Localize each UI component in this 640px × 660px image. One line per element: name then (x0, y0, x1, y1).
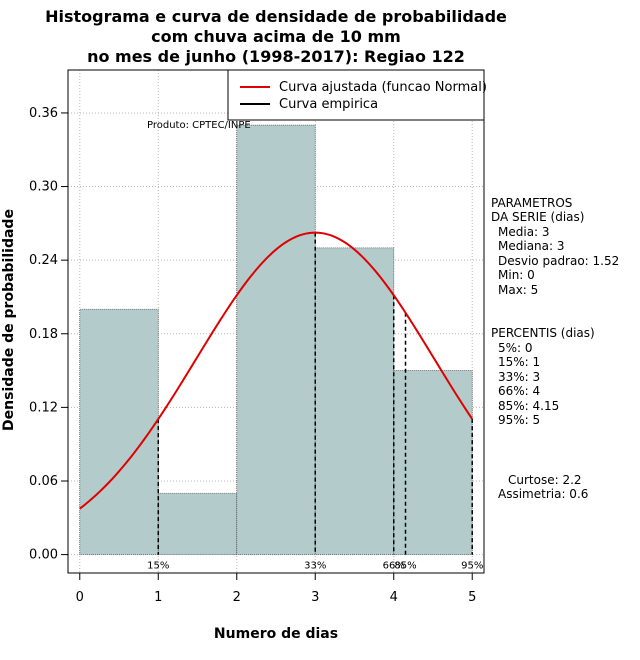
percentil-66: 66%: 4 (498, 384, 540, 398)
percentil-95: 95%: 5 (498, 413, 540, 427)
parametros-title-1: PARAMETROS (491, 196, 572, 210)
legend: Curva ajustada (funcao Normal) Curva emp… (227, 69, 487, 121)
x-tick-label-5: 5 (468, 590, 476, 605)
param-media: Media: 3 (498, 225, 550, 239)
parametros-title-2: DA SERIE (dias) (491, 210, 584, 224)
percentil-85: 85%: 4.15 (498, 399, 559, 413)
bars-layer (79, 124, 473, 555)
percentil-5: 5%: 0 (498, 341, 533, 355)
producer-note: Produto: CPTEC/INPE (147, 120, 251, 131)
percentile-label-2: 66% (383, 561, 405, 572)
histogram-bar-3 (314, 247, 395, 555)
y-tick-label-0: 0.00 (29, 548, 58, 563)
x-tick-label-4: 4 (390, 590, 398, 605)
percentile-label-1: 33% (304, 561, 326, 572)
y-tick-label-3: 0.18 (29, 327, 58, 342)
y-tick-label-5: 0.30 (29, 180, 58, 195)
y-tick-label-4: 0.24 (29, 253, 58, 268)
legend-label-normal: Curva ajustada (funcao Normal) (279, 80, 487, 95)
x-tick-label-3: 3 (311, 590, 319, 605)
assimetria: Assimetria: 0.6 (498, 487, 588, 501)
x-tick-label-1: 1 (154, 590, 162, 605)
y-tick-label-2: 0.12 (29, 400, 58, 415)
histogram-bar-0 (79, 308, 159, 555)
percentil-33: 33%: 3 (498, 370, 540, 384)
param-max: Max: 5 (498, 283, 538, 297)
percentile-label-3: 85% (394, 561, 416, 572)
percentile-label-0: 15% (147, 561, 169, 572)
percentil-15: 15%: 1 (498, 355, 540, 369)
param-min: Min: 0 (498, 268, 535, 282)
legend-box (227, 69, 485, 121)
param-mediana: Mediana: 3 (498, 239, 565, 253)
side-panel: PARAMETROS DA SERIE (dias) Media: 3 Medi… (491, 196, 619, 501)
curtose: Curtose: 2.2 (508, 473, 582, 487)
param-desvio: Desvio padrao: 1.52 (498, 254, 619, 268)
y-tick-label-1: 0.06 (29, 474, 58, 489)
x-tick-label-0: 0 (76, 590, 84, 605)
legend-label-empirica: Curva empirica (279, 97, 378, 112)
histogram-bar-2 (236, 124, 316, 555)
x-axis-label: Numero de dias (214, 626, 338, 642)
chart-title-line-1: Histograma e curva de densidade de proba… (45, 7, 507, 26)
chart-title-line-2: com chuva acima de 10 mm (151, 27, 401, 46)
percentis-title: PERCENTIS (dias) (491, 326, 595, 340)
x-tick-label-2: 2 (233, 590, 241, 605)
y-axis-label: Densidade de probabilidade (1, 209, 17, 431)
y-tick-label-6: 0.36 (29, 106, 58, 121)
normal-curve-line (79, 231, 474, 510)
percentile-markers: 15% 33% 66%85% 95% (147, 232, 483, 572)
chart-title-line-3: no mes de junho (1998-2017): Regiao 122 (87, 47, 465, 66)
histogram-bar-1 (157, 492, 238, 555)
histogram-bar-4 (393, 370, 473, 555)
percentile-label-4: 95% (461, 561, 483, 572)
